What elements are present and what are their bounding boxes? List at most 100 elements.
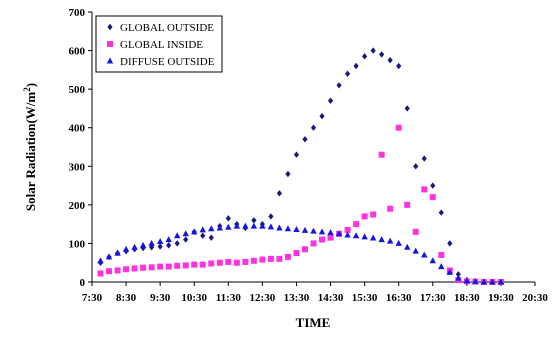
data-point bbox=[438, 252, 445, 258]
data-point bbox=[267, 223, 275, 230]
data-point bbox=[455, 274, 462, 281]
x-tick-label: 7:30 bbox=[82, 292, 103, 304]
data-point bbox=[242, 258, 249, 265]
series-global-outside bbox=[97, 47, 504, 286]
data-point bbox=[267, 255, 274, 262]
data-point bbox=[396, 62, 402, 70]
data-point bbox=[225, 215, 231, 222]
data-point bbox=[284, 253, 291, 260]
x-tick-label: 11:30 bbox=[216, 292, 242, 304]
data-point bbox=[370, 47, 376, 54]
y-tick-label: 200 bbox=[69, 200, 86, 212]
y-tick-label: 700 bbox=[69, 7, 86, 19]
data-point bbox=[174, 240, 180, 247]
data-point bbox=[429, 194, 436, 201]
x-tick-label: 18:30 bbox=[454, 292, 480, 304]
series-layer bbox=[97, 47, 505, 286]
data-point bbox=[463, 277, 471, 284]
data-point bbox=[208, 234, 214, 241]
data-point bbox=[318, 228, 326, 235]
data-point bbox=[412, 228, 419, 235]
data-point bbox=[114, 249, 121, 256]
data-point bbox=[293, 250, 300, 257]
data-point bbox=[421, 251, 428, 258]
data-point bbox=[369, 234, 377, 241]
data-point bbox=[301, 226, 309, 233]
x-axis-title: TIME bbox=[296, 315, 331, 330]
y-axis-title: Solar Radiation(W/m2) bbox=[22, 83, 38, 211]
data-point bbox=[395, 124, 402, 131]
x-tick-label: 15:30 bbox=[352, 292, 378, 304]
data-point bbox=[353, 221, 360, 228]
data-point bbox=[327, 97, 334, 104]
data-point bbox=[122, 245, 130, 252]
data-point bbox=[242, 222, 249, 229]
data-point bbox=[412, 247, 419, 254]
x-tick-label: 13:30 bbox=[284, 292, 310, 304]
data-point bbox=[378, 236, 385, 243]
data-point bbox=[106, 268, 113, 275]
y-tick-label: 100 bbox=[69, 238, 86, 250]
data-point bbox=[156, 238, 164, 244]
data-point bbox=[361, 233, 368, 240]
x-tick-label: 8:30 bbox=[116, 292, 137, 304]
data-point bbox=[173, 232, 181, 239]
data-point bbox=[319, 112, 325, 120]
data-point bbox=[191, 261, 198, 268]
data-point bbox=[216, 224, 223, 231]
y-axis-ticks: 0 100 200 300 400 500 600 700 bbox=[69, 7, 92, 289]
data-point bbox=[148, 239, 155, 246]
data-point bbox=[489, 278, 496, 285]
data-point bbox=[353, 62, 359, 70]
legend-box bbox=[95, 15, 223, 73]
data-point bbox=[276, 255, 283, 262]
legend-marker bbox=[106, 57, 114, 64]
x-tick-label: 12:30 bbox=[250, 292, 276, 304]
data-point bbox=[259, 256, 266, 263]
data-point bbox=[379, 51, 385, 58]
data-point bbox=[352, 232, 360, 239]
data-point bbox=[268, 213, 274, 220]
data-point bbox=[447, 240, 453, 247]
data-point bbox=[165, 236, 172, 243]
series-diffuse-outside bbox=[97, 222, 505, 285]
data-point bbox=[233, 222, 241, 229]
data-point bbox=[208, 260, 215, 267]
x-tick-label: 10:30 bbox=[181, 292, 207, 304]
data-point bbox=[165, 263, 172, 270]
data-point bbox=[157, 263, 164, 270]
legend-label: GLOBAL OUTSIDE bbox=[120, 22, 214, 34]
legend-marker bbox=[107, 41, 113, 47]
data-point bbox=[250, 222, 258, 229]
x-tick-label: 17:30 bbox=[420, 292, 446, 304]
data-point bbox=[200, 232, 206, 239]
y-tick-label: 300 bbox=[69, 161, 86, 173]
data-point bbox=[208, 225, 215, 232]
data-point bbox=[131, 265, 138, 272]
data-point bbox=[233, 259, 240, 266]
data-point bbox=[276, 224, 283, 231]
data-point bbox=[310, 240, 317, 247]
legend-label: DIFFUSE OUTSIDE bbox=[120, 56, 215, 68]
data-point bbox=[438, 263, 445, 270]
data-point bbox=[123, 266, 130, 273]
x-tick-label: 20:30 bbox=[522, 292, 548, 304]
x-axis-ticks: 7:30 8:30 9:30 10:30 11:30 12:30 13:30 14:30 15:… bbox=[82, 282, 548, 304]
data-point bbox=[310, 227, 317, 234]
data-point bbox=[455, 271, 461, 278]
data-point bbox=[131, 243, 138, 250]
data-point bbox=[421, 186, 428, 193]
data-point bbox=[293, 226, 300, 233]
data-point bbox=[225, 258, 232, 265]
data-point bbox=[191, 228, 198, 235]
data-point bbox=[404, 105, 410, 112]
data-point bbox=[139, 241, 147, 248]
legend: GLOBAL OUTSIDE GLOBAL INSIDE DIFFUSE OUTSI… bbox=[95, 15, 223, 73]
data-point bbox=[174, 262, 181, 269]
y-tick-label: 600 bbox=[69, 46, 86, 58]
y-axis-title-superscript: 2 bbox=[22, 87, 32, 92]
data-point bbox=[370, 211, 377, 218]
data-point bbox=[293, 151, 300, 158]
y-tick-label: 500 bbox=[69, 84, 86, 96]
data-point bbox=[413, 163, 419, 170]
